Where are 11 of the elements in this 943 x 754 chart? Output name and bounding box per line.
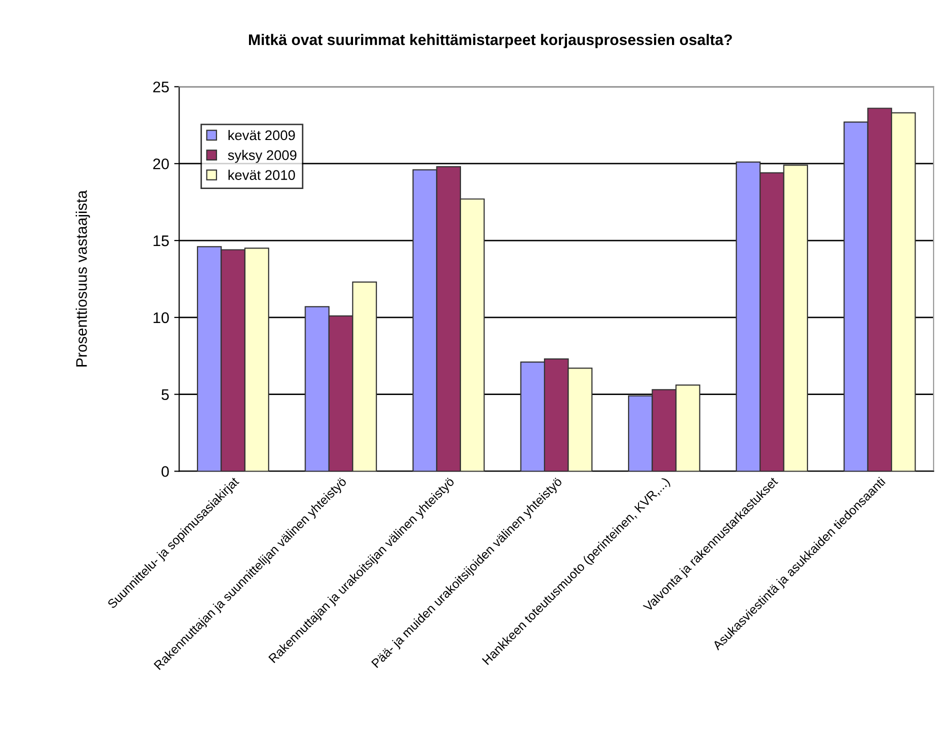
y-tick-label: 0	[162, 466, 169, 477]
legend-label: kevät 2010	[228, 170, 295, 180]
y-tick-label: 25	[153, 82, 169, 92]
y-tick-label: 5	[162, 389, 169, 400]
y-tick-label: 10	[154, 312, 169, 324]
y-axis-title: Prosenttiosuus vastaajista	[76, 190, 90, 366]
legend-label: kevät 2009	[228, 130, 295, 140]
chart-title: Mitkä ovat suurimmat kehittämistarpeet korjausprosessien osalta?	[248, 34, 732, 48]
y-tick-label: 20	[153, 158, 169, 170]
y-tick-label: 15	[154, 236, 169, 246]
legend-label: syksy 2009	[228, 150, 296, 163]
